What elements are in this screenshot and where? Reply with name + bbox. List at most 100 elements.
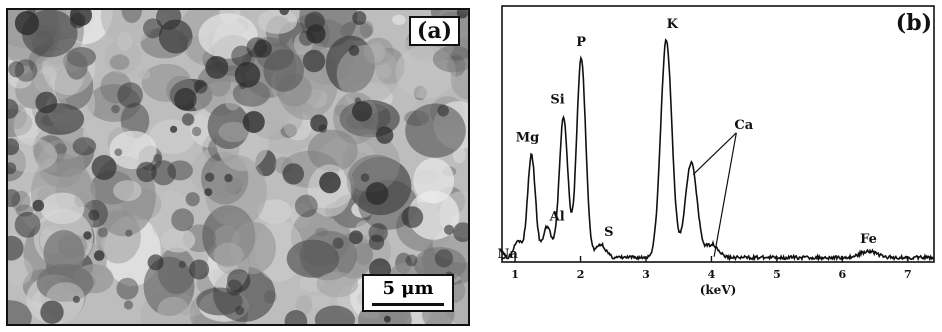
sem-grain [167,160,193,181]
sem-dark-spot [319,171,341,194]
sem-grain [8,300,32,324]
sem-dark-spot [304,11,325,32]
x-tick-label: 7 [904,268,912,281]
sem-grain [342,134,400,193]
sem-grain [157,247,196,294]
plot-frame [501,5,935,263]
sem-dark-spot [32,199,45,212]
sem-grain [66,47,96,67]
x-tick-label: 2 [577,268,585,281]
sem-micrograph: (a) 5 μm [6,8,470,326]
sem-grain [8,64,34,89]
sem-dark-spot [35,91,58,114]
sem-dark-spot [354,97,361,104]
sem-dark-spot [294,194,318,218]
sem-dark-spot [70,10,92,27]
sem-dark-spot [125,229,133,237]
sem-dark-spot [153,153,162,163]
sem-dark-spot [123,300,134,310]
sem-grain [257,10,298,34]
eds-spectrum-panel: 1 2 3 4 5 6 7 (keV) Na Mg Al Si P S K Fe Ca (b) [494,0,942,332]
sem-dark-spot [235,306,245,315]
sem-grain [359,20,374,38]
sem-grain [413,158,455,204]
sem-grain [109,54,130,70]
peak-label-p: P [576,35,586,50]
sem-grain [8,137,58,173]
sem-dark-spot [136,161,157,183]
sem-dark-spot [204,188,213,197]
sem-dark-spot [14,59,38,82]
sem-grain [450,58,468,100]
sem-dark-spot [352,101,373,122]
sem-dark-spot [444,224,454,235]
ca-leader-line [713,132,737,257]
sem-grain [346,154,405,209]
sem-dark-spot [8,61,25,78]
sem-grain [392,14,406,25]
sem-grain [295,295,313,315]
sem-grain [198,13,258,59]
sem-dark-spot [231,45,253,67]
sem-dark-spot [360,173,370,182]
peak-label-fe: Fe [860,232,877,247]
sem-dark-spot [8,235,24,261]
sem-grain [354,243,374,266]
sem-grain [113,180,142,202]
sem-dark-spot [174,87,197,111]
sem-dark-spot [365,182,389,205]
sem-dark-spot [185,192,200,207]
sem-dark-spot [384,315,391,323]
sem-grain [109,130,157,170]
panel-label-a: (a) [408,16,460,46]
sem-dark-spot [437,105,450,117]
scale-bar-label: 5 μm [382,278,434,299]
sem-dark-spot [368,234,385,250]
sem-dark-spot [453,222,468,242]
peak-label-k: K [667,17,679,32]
sem-grain [232,80,271,107]
sem-grains [8,10,468,324]
sem-grain [104,39,142,75]
sem-dark-spot [40,300,64,324]
sem-grain [204,154,267,229]
sem-grain [213,242,244,268]
sem-dark-spot [376,126,394,144]
sem-dark-spot [227,269,251,293]
sem-dark-spot [88,209,100,221]
sem-grain [307,129,358,172]
sem-dark-spot [8,98,19,119]
x-axis-label: (keV) [700,283,737,297]
sem-texture [8,10,468,324]
sem-dark-spot [111,104,120,114]
sem-dark-spot [181,113,195,126]
scale-bar-line [372,303,444,306]
sem-dark-spot [83,231,92,240]
scale-bar: 5 μm [362,274,454,312]
sem-grain [413,247,467,282]
peak-label-mg: Mg [516,130,539,145]
x-tick-label: 5 [773,268,781,281]
peak-label-al: Al [549,209,565,224]
sem-dark-spot [151,160,177,186]
sem-grain [72,137,97,156]
sem-dark-spot [405,254,418,267]
sem-grain [196,287,243,316]
ca-leader-line [692,132,737,175]
sem-dark-spot [239,82,247,90]
sem-dark-spot [205,55,229,79]
sem-dark-spot [156,10,182,30]
sem-grain [121,10,142,23]
sem-grain [316,271,359,298]
sem-grain [395,45,456,99]
sem-dark-spot [302,49,326,73]
sem-grain [452,147,466,164]
sem-grain [100,71,132,104]
sem-grain [74,192,89,207]
sem-grain [43,158,58,173]
sem-grain [157,296,189,324]
sem-dark-spot [14,11,40,36]
sem-grain [100,10,157,45]
sem-dark-spot [116,277,139,300]
sem-dark-spot [8,162,17,175]
